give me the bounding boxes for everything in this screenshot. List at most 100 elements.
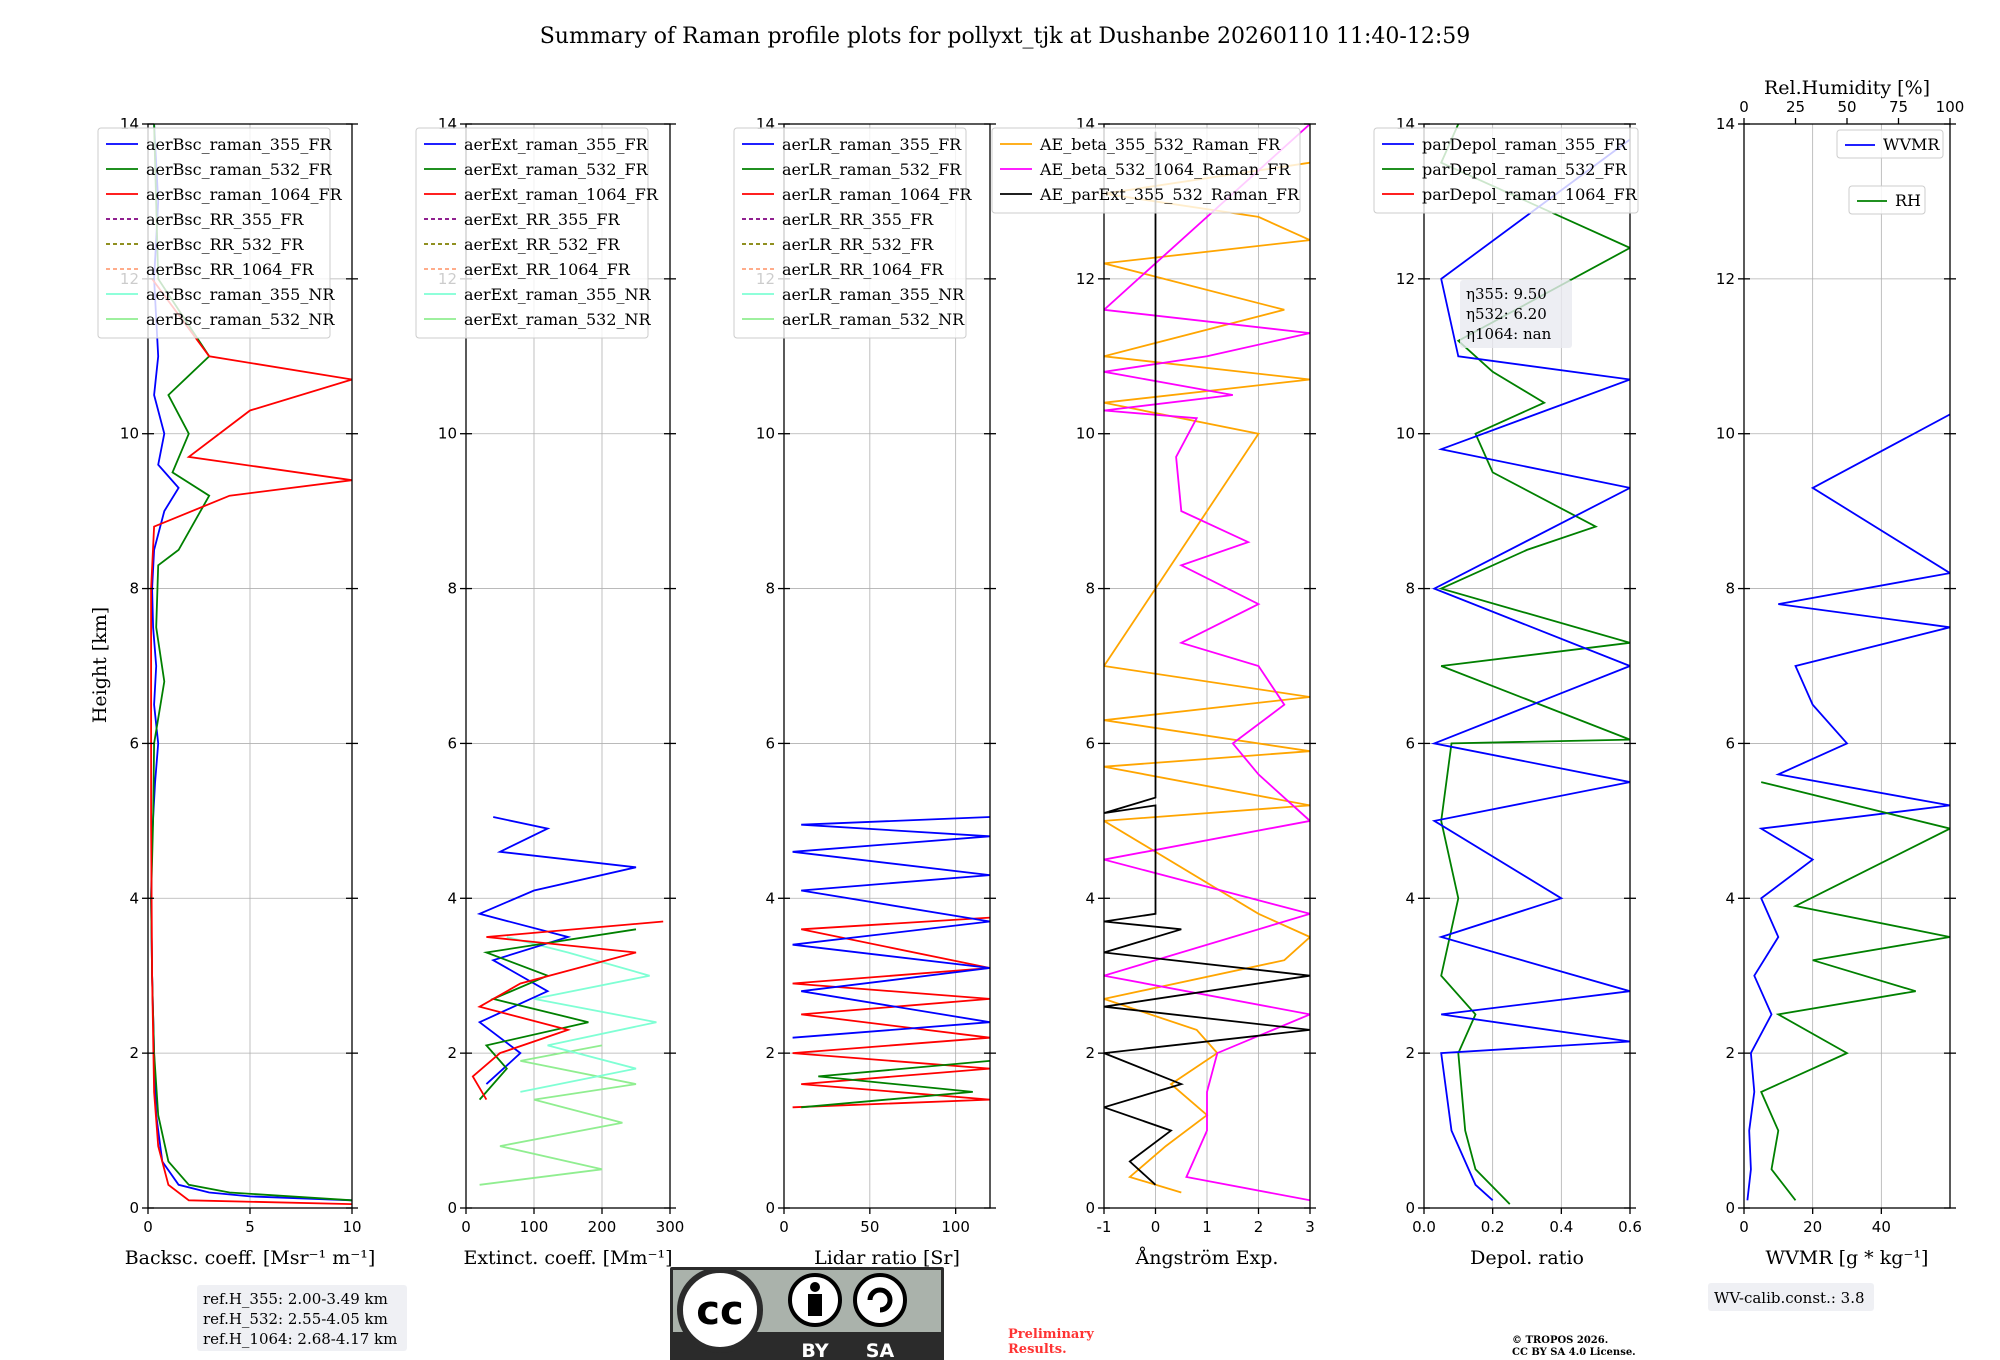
legend-label-ext-5: aerExt_RR_1064_FR — [464, 260, 631, 279]
xtick-label-ae-1: 1 — [1202, 1218, 1212, 1236]
legend-label-bsc-3: aerBsc_RR_355_FR — [146, 210, 304, 229]
legend-lr: aerLR_raman_355_FR aerLR_raman_532_FR aerL… — [733, 127, 972, 339]
series-bsc-2 — [150, 278, 352, 1205]
series-wv-1 — [1760, 781, 1950, 1201]
eta-line-1: η532: 6.20 — [1466, 305, 1547, 323]
ytick-label-wv-10: 10 — [1716, 425, 1735, 443]
ytick-label-depol-8: 8 — [1405, 580, 1415, 598]
by-label: BY — [801, 1340, 828, 1360]
sa-share-alike-icon — [853, 1273, 907, 1327]
top-tick-label-25: 25 — [1786, 98, 1805, 116]
xtick-label-ext-0: 0 — [461, 1218, 471, 1236]
ytick-label-wv-8: 8 — [1725, 580, 1735, 598]
xtick-label-wv-40: 40 — [1872, 1218, 1891, 1236]
top-tick-label-75: 75 — [1889, 98, 1908, 116]
panel-bsc: 024681012140510Backsc. coeff. [Msr⁻¹ m⁻¹… — [97, 115, 375, 1269]
eta-line-0: η355: 9.50 — [1466, 285, 1547, 303]
ytick-label-bsc-6: 6 — [129, 734, 139, 752]
ytick-label-ext-2: 2 — [447, 1044, 457, 1062]
ytick-label-wv-0: 0 — [1725, 1199, 1735, 1217]
legend-label-depol-0: parDepol_raman_355_FR — [1422, 135, 1628, 154]
xtick-label-ae-3: 3 — [1305, 1218, 1315, 1236]
legend-label-lr-5: aerLR_RR_1064_FR — [782, 260, 944, 279]
legend-label-ae-2: AE_parExt_355_532_Raman_FR — [1039, 185, 1300, 204]
ytick-label-depol-6: 6 — [1405, 734, 1415, 752]
ytick-label-lr-0: 0 — [765, 1199, 775, 1217]
series-lr-1 — [801, 1060, 990, 1109]
series-ext-0 — [479, 1044, 637, 1186]
xtick-label-ae-2: 2 — [1254, 1218, 1264, 1236]
ytick-label-lr-10: 10 — [756, 425, 775, 443]
xtick-label-bsc-5: 5 — [245, 1218, 255, 1236]
xlabel-depol: Depol. ratio — [1470, 1247, 1584, 1269]
xtick-label-ae-0: 0 — [1151, 1218, 1161, 1236]
legend-label-ext-4: aerExt_RR_532_FR — [464, 235, 621, 254]
series-depol-0 — [1438, 124, 1630, 1205]
legend-label-depol-1: parDepol_raman_532_FR — [1422, 160, 1628, 179]
series-ext-3 — [478, 928, 637, 1101]
wv-calib-box: WV-calib.const.: 3.8 — [1708, 1283, 1874, 1311]
legend-label-ext-0: aerExt_raman_355_FR — [464, 135, 649, 154]
ytick-label-wv-6: 6 — [1725, 734, 1735, 752]
legend-ext: aerExt_raman_355_FR aerExt_raman_532_FRae… — [415, 127, 659, 339]
panel-lr: 02468101214050100Lidar ratio [Sr]aerLR_r… — [733, 115, 996, 1269]
ytick-label-depol-0: 0 — [1405, 1199, 1415, 1217]
eta-box-bg — [1460, 280, 1572, 348]
ytick-label-ext-4: 4 — [447, 889, 457, 907]
ytick-label-ae-12: 12 — [1076, 270, 1095, 288]
ytick-label-wv-14: 14 — [1716, 115, 1735, 133]
series-ae-1 — [1104, 124, 1310, 1202]
xtick-label-ext-100: 100 — [520, 1218, 549, 1236]
xtick-label-ae--1: -1 — [1097, 1218, 1112, 1236]
series-bsc-0 — [150, 124, 352, 1202]
ytick-label-ext-6: 6 — [447, 734, 457, 752]
ytick-label-wv-12: 12 — [1716, 270, 1735, 288]
legend-depol: parDepol_raman_355_FR parDepol_raman_532_… — [1373, 127, 1639, 214]
top-tick-label-0: 0 — [1739, 98, 1749, 116]
ytick-label-lr-4: 4 — [765, 889, 775, 907]
legend-label-ae-1: AE_beta_532_1064_Raman_FR — [1039, 160, 1291, 179]
ytick-label-lr-8: 8 — [765, 580, 775, 598]
ytick-label-depol-4: 4 — [1405, 889, 1415, 907]
xlabel-wv: WVMR [g * kg⁻¹] — [1766, 1247, 1929, 1269]
legend-box-depol — [1373, 127, 1639, 214]
legend-box-wv-1 — [1848, 185, 1926, 215]
series-ae-0 — [1104, 161, 1310, 1194]
panels: 024681012140510Backsc. coeff. [Msr⁻¹ m⁻¹… — [97, 77, 1964, 1269]
series-lr-0 — [792, 916, 990, 1109]
eta-box: η355: 9.50 η532: 6.20 η1064: nan — [1460, 280, 1572, 348]
ytick-label-lr-6: 6 — [765, 734, 775, 752]
legend-label-ext-2: aerExt_raman_1064_FR — [464, 185, 659, 204]
series-wv-0 — [1746, 413, 1950, 1201]
ytick-label-bsc-2: 2 — [129, 1044, 139, 1062]
legend-label-lr-7: aerLR_raman_532_NR — [782, 310, 965, 329]
series-depol-1 — [1431, 138, 1630, 1201]
legend-box-ext — [415, 127, 649, 339]
ytick-label-lr-2: 2 — [765, 1044, 775, 1062]
copyright-line1: © TROPOS 2026. — [1512, 1335, 1608, 1346]
xtick-label-depol-0.6: 0.6 — [1618, 1218, 1642, 1236]
xlabel-ext: Extinct. coeff. [Mm⁻¹] — [463, 1247, 672, 1269]
ref-height-box: ref.H_355: 2.00-3.49 km ref.H_532: 2.55-… — [197, 1285, 407, 1351]
xtick-label-depol-0: 0.0 — [1412, 1218, 1436, 1236]
y-axis-label: Height [km] — [89, 607, 111, 723]
legend-wv: WVMR RH — [1836, 129, 1944, 215]
legend-label-depol-2: parDepol_raman_1064_FR — [1422, 185, 1638, 204]
xtick-label-ext-300: 300 — [656, 1218, 685, 1236]
legend-box-bsc — [97, 127, 331, 339]
ytick-label-ae-8: 8 — [1085, 580, 1095, 598]
legend-label-bsc-6: aerBsc_raman_355_NR — [146, 285, 335, 304]
legend-label-wv-0: WVMR — [1883, 135, 1940, 154]
ytick-label-ae-10: 10 — [1076, 425, 1095, 443]
legend-label-bsc-2: aerBsc_raman_1064_FR — [146, 185, 343, 204]
eta-line-2: η1064: nan — [1466, 325, 1552, 343]
legend-bsc: aerBsc_raman_355_FR aerBsc_raman_532_FRae… — [97, 127, 343, 339]
legend-label-ext-6: aerExt_raman_355_NR — [464, 285, 652, 304]
sa-label: SA — [866, 1340, 895, 1360]
figure-title: Summary of Raman profile plots for polly… — [540, 24, 1471, 49]
legend-box-lr — [733, 127, 967, 339]
legend-label-bsc-0: aerBsc_raman_355_FR — [146, 135, 332, 154]
ytick-label-depol-12: 12 — [1396, 270, 1415, 288]
ytick-label-wv-4: 4 — [1725, 889, 1735, 907]
